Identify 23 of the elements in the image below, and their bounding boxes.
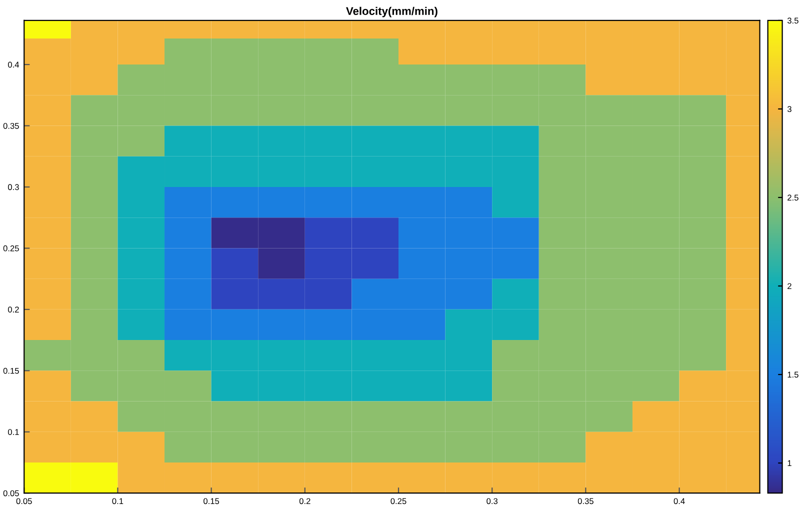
x-tick-label: 0.3 [486, 498, 498, 504]
chart-title: Velocity(mm/min) [346, 6, 438, 18]
y-tick-label: 0.4 [8, 62, 20, 68]
y-tick-label: 0.2 [8, 306, 19, 313]
x-tick-label: 0.1 [112, 498, 124, 504]
y-tick-label: 0.25 [3, 245, 19, 252]
color-bar-label: 3 [787, 106, 792, 112]
y-tick-label: 0.3 [8, 184, 19, 190]
y-tick-label: 0.15 [3, 368, 19, 374]
y-tick-label: 0.05 [3, 490, 19, 496]
x-tick-label: 0.05 [16, 498, 32, 504]
color-bar-label: 1.5 [788, 372, 798, 378]
x-tick-label: 0.35 [578, 498, 594, 504]
x-tick-label: 0.15 [204, 498, 220, 504]
y-tick-label: 0.1 [8, 429, 19, 435]
color-bar-label: 1 [788, 460, 792, 466]
x-tick-label: 0.4 [674, 498, 685, 504]
y-tick-label: 0.35 [3, 122, 19, 129]
x-tick-label: 0.2 [299, 498, 310, 504]
color-bar-label: 2 [788, 283, 792, 290]
x-tick-label: 0.25 [390, 498, 406, 504]
color-bar-label: 2.5 [788, 194, 798, 201]
color-bar-label: 3.5 [787, 18, 798, 24]
